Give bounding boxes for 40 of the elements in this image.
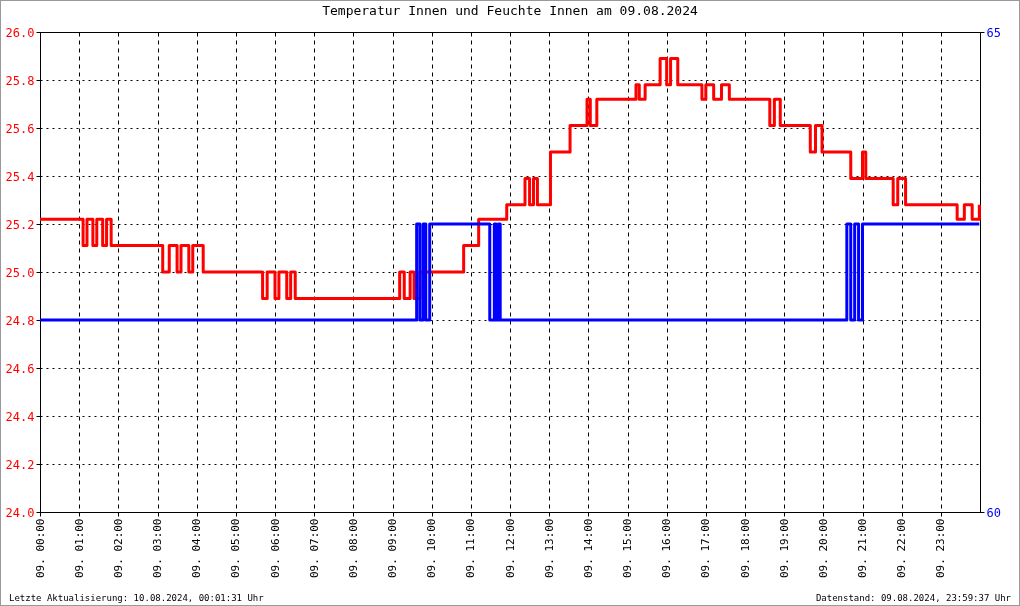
x-tick-label: 09. 05:00 bbox=[229, 518, 243, 579]
x-tick-label: 09. 23:00 bbox=[934, 518, 948, 579]
x-tick-label: 09. 10:00 bbox=[425, 518, 439, 579]
y-tick-label: 25.2 bbox=[5, 217, 35, 232]
x-tick-label: 09. 21:00 bbox=[856, 518, 869, 579]
x-tick-label: 09. 09:00 bbox=[386, 518, 399, 579]
y2-tick-label: 65 bbox=[986, 25, 1001, 40]
chart-title: Temperatur Innen und Feuchte Innen am 09.08.2024 bbox=[322, 3, 699, 18]
x-tick-label: 09. 06:00 bbox=[268, 518, 282, 579]
x-tick-label: 09. 13:00 bbox=[542, 518, 556, 579]
y-tick-label: 24.8 bbox=[5, 313, 35, 328]
text: Letzte Aktualisierung: 10.08.2024, 00:01:31 Uhr bbox=[9, 593, 264, 603]
x-tick-label: 09. 14:00 bbox=[581, 518, 595, 579]
y2-tick-label: 60 bbox=[986, 505, 1001, 520]
x-tick-label: 09. 12:00 bbox=[503, 518, 517, 579]
x-tick-label: 09. 11:00 bbox=[464, 518, 478, 579]
x-tick-label: 09. 22:00 bbox=[895, 518, 909, 579]
x-tick-label: 09. 04:00 bbox=[190, 518, 204, 579]
x-tick-label: 09. 07:00 bbox=[307, 518, 321, 579]
x-tick-label: 09. 00:00 bbox=[33, 518, 47, 579]
y-tick-label: 25.8 bbox=[5, 73, 35, 88]
y-tick-label: 25.0 bbox=[5, 265, 35, 280]
x-tick-label: 09. 17:00 bbox=[699, 518, 713, 579]
text: Datenstand: 09.08.2024, 23:59:37 Uhr bbox=[815, 593, 1011, 603]
y-tick-label: 25.4 bbox=[5, 169, 35, 184]
y-tick-label: 24.2 bbox=[5, 457, 35, 472]
x-tick-label: 09. 03:00 bbox=[151, 518, 164, 579]
x-tick-label: 09. 08:00 bbox=[346, 518, 360, 579]
y-tick-label: 26.0 bbox=[5, 25, 35, 40]
x-tick-label: 09. 01:00 bbox=[72, 518, 86, 579]
y-tick-label: 24.0 bbox=[5, 505, 35, 520]
x-tick-label: 09. 02:00 bbox=[111, 518, 125, 579]
x-tick-label: 09. 15:00 bbox=[621, 518, 634, 579]
y-tick-label: 25.6 bbox=[5, 121, 35, 136]
x-tick-label: 09. 18:00 bbox=[738, 518, 752, 579]
y-tick-label: 24.4 bbox=[5, 409, 35, 424]
x-tick-label: 09. 20:00 bbox=[816, 518, 830, 579]
x-tick-label: 09. 16:00 bbox=[660, 518, 674, 579]
x-tick-label: 09. 19:00 bbox=[777, 518, 791, 579]
y-tick-label: 24.6 bbox=[5, 361, 35, 376]
